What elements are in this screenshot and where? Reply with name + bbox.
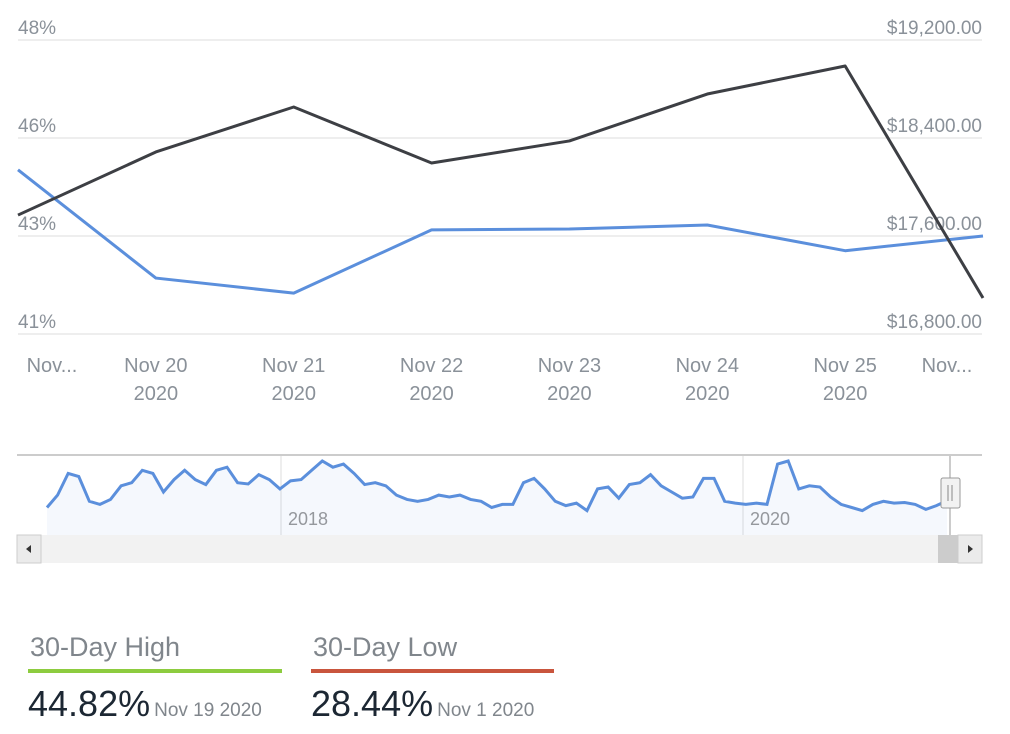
navigator-year-label: 2020 [750, 509, 790, 529]
x-axis-tick: Nov 21 [262, 355, 325, 377]
navigator-area [47, 461, 947, 535]
left-axis-tick: 48% [18, 18, 56, 39]
x-axis-tick: 2020 [134, 383, 179, 405]
left-axis-tick: 41% [18, 312, 56, 333]
stat-high-bar [28, 669, 282, 673]
stat-label: 30-Day Low [313, 632, 458, 662]
navigator[interactable]: 2018 2020 [16, 454, 983, 564]
right-axis-tick: $16,800.00 [887, 312, 982, 333]
x-axis-tick: 2020 [271, 383, 316, 405]
scrollbar-track [17, 535, 982, 563]
navigator-line [45, 459, 948, 513]
right-axis-tick: $17,600.00 [887, 214, 982, 235]
scrollbar-thumb[interactable] [938, 535, 958, 563]
stat-low: 30-Day Low 28.44% Nov 1 2020 [311, 632, 554, 725]
grip-icon [947, 485, 953, 501]
stat-date: Nov 1 2020 [437, 700, 535, 721]
left-axis-tick: 43% [18, 214, 56, 235]
arrow-right-icon [968, 545, 973, 553]
navigator-year-label: 2018 [288, 509, 328, 529]
x-axis-tick: 2020 [685, 383, 730, 405]
stat-high: 30-Day High 44.82% Nov 19 2020 [28, 632, 282, 725]
x-axis-tick: Nov 25 [813, 355, 876, 377]
series-line-price [17, 64, 985, 299]
stat-date: Nov 19 2020 [154, 700, 262, 721]
stat-label: 30-Day High [30, 632, 181, 662]
navigator-handle[interactable] [940, 477, 961, 509]
series-line-percent [17, 168, 984, 295]
x-axis-tick: Nov 22 [400, 355, 463, 377]
price-chart: 48% $19,200.00 46% $18,400.00 43% $17,600.00 4… [16, 18, 985, 564]
right-axis-tick: $18,400.00 [887, 116, 982, 137]
x-axis-tick: Nov... [922, 355, 973, 377]
x-axis-tick: Nov 24 [676, 355, 739, 377]
x-axis-tick: Nov 20 [124, 355, 187, 377]
x-axis-tick: Nov... [27, 355, 78, 377]
x-axis-tick: 2020 [409, 383, 454, 405]
stat-low-bar [311, 669, 554, 673]
x-axis-tick: 2020 [547, 383, 592, 405]
stat-value: 28.44% [311, 683, 434, 724]
x-axis-tick: 2020 [823, 383, 868, 405]
right-axis-tick: $19,200.00 [887, 18, 982, 39]
stat-value: 44.82% [28, 683, 151, 724]
x-axis-tick: Nov 23 [538, 355, 601, 377]
left-axis-tick: 46% [18, 116, 56, 137]
arrow-left-icon [26, 545, 31, 553]
